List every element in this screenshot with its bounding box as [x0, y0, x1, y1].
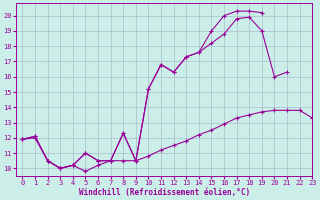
X-axis label: Windchill (Refroidissement éolien,°C): Windchill (Refroidissement éolien,°C) [79, 188, 250, 197]
